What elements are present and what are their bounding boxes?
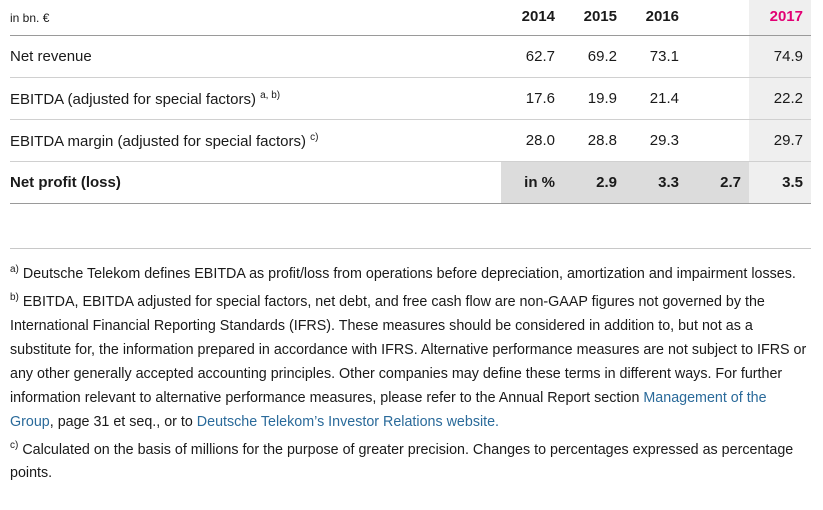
cell-value: 21.4 bbox=[649, 90, 679, 107]
highlight-column-2017 bbox=[749, 0, 811, 35]
year-2015: 2015 bbox=[583, 8, 617, 25]
row-label: EBITDA margin (adjusted for special fact… bbox=[10, 132, 319, 150]
cell-value: 74.9 bbox=[773, 48, 803, 65]
table-row-net-profit: Net profit (loss) in % 2.9 3.3 2.7 3.5 bbox=[10, 162, 811, 204]
table-row: EBITDA margin (adjusted for special fact… bbox=[10, 120, 811, 162]
table-row: EBITDA (adjusted for special factors) a,… bbox=[10, 78, 811, 120]
table-row: Net revenue 62.7 69.2 73.1 74.9 bbox=[10, 36, 811, 78]
footnotes: a) Deutsche Telekom defines EBITDA as pr… bbox=[10, 248, 811, 485]
footnote-text: , page 31 et seq., or to bbox=[49, 413, 197, 430]
cell-value: 3.3 bbox=[658, 174, 679, 191]
row-label: Net revenue bbox=[10, 48, 92, 65]
cell-value: 2.7 bbox=[720, 174, 741, 191]
unit-label: in bn. € bbox=[10, 11, 50, 25]
financial-table: in bn. € 2014 2015 2016 2017 Net revenue… bbox=[10, 0, 811, 204]
footnote-text: Calculated on the basis of millions for … bbox=[10, 441, 794, 482]
footnote-ref: c) bbox=[310, 132, 319, 143]
highlight-column-2017 bbox=[749, 36, 811, 77]
cell-value: 17.6 bbox=[525, 90, 555, 107]
year-2016: 2016 bbox=[645, 8, 679, 25]
investor-relations-link[interactable]: Deutsche Telekom’s Investor Relations we… bbox=[196, 413, 500, 430]
footnote-marker: b) bbox=[10, 291, 19, 303]
row-label: EBITDA (adjusted for special factors) a,… bbox=[10, 90, 281, 108]
cell-value: 73.1 bbox=[649, 48, 679, 65]
cell-value: 2.9 bbox=[596, 174, 617, 191]
footnote-b: b) EBITDA, EBITDA adjusted for special f… bbox=[10, 286, 811, 434]
management-of-the-group-link[interactable]: Management of the Group bbox=[10, 389, 767, 430]
cell-value: 29.7 bbox=[773, 132, 803, 149]
footnote-marker: a) bbox=[10, 264, 19, 275]
cell-value: 69.2 bbox=[587, 48, 617, 65]
highlight-column-2017 bbox=[749, 78, 811, 119]
cell-value: 22.2 bbox=[773, 90, 803, 107]
cell-value: 62.7 bbox=[525, 48, 555, 65]
footnote-ref: a, b) bbox=[260, 90, 281, 101]
year-2014: 2014 bbox=[521, 8, 555, 25]
footnote-text: Deutsche Telekom defines EBITDA as profi… bbox=[18, 265, 796, 282]
cell-value: 19.9 bbox=[587, 90, 617, 107]
footnote-c: c) Calculated on the basis of millions f… bbox=[10, 434, 811, 486]
cell-value: 28.8 bbox=[587, 132, 617, 149]
row-unit: in % bbox=[524, 174, 555, 191]
footnote-text: EBITDA, EBITDA adjusted for special fact… bbox=[10, 293, 807, 406]
year-2017: 2017 bbox=[769, 8, 803, 25]
highlight-column-2017 bbox=[749, 162, 811, 203]
footnote-a: a) Deutsche Telekom defines EBITDA as pr… bbox=[10, 258, 811, 286]
table-header: in bn. € 2014 2015 2016 2017 bbox=[10, 0, 811, 36]
row-label: Net profit (loss) bbox=[10, 174, 121, 191]
footnote-marker: c) bbox=[10, 439, 19, 451]
cell-value: 3.5 bbox=[782, 174, 803, 191]
highlight-band bbox=[501, 162, 749, 203]
cell-value: 28.0 bbox=[525, 132, 555, 149]
highlight-column-2017 bbox=[749, 120, 811, 161]
cell-value: 29.3 bbox=[649, 132, 679, 149]
